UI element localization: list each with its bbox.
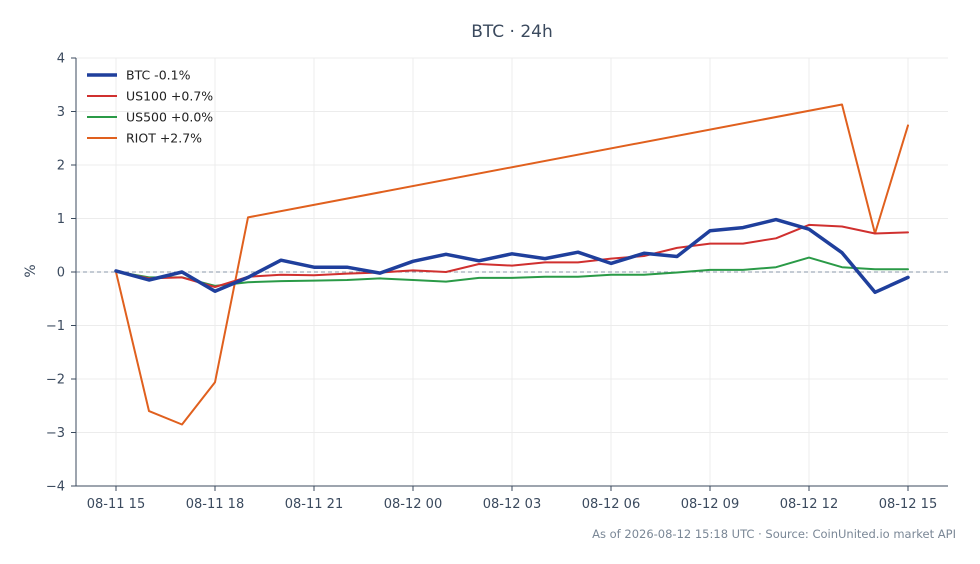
series-lines <box>114 103 910 426</box>
x-tick-label: 08-12 03 <box>483 497 541 512</box>
series-line-riot <box>115 103 909 426</box>
x-tick-label: 08-12 00 <box>384 497 442 512</box>
x-tick-label: 08-11 21 <box>285 497 343 512</box>
x-tick-label: 08-12 12 <box>780 497 838 512</box>
x-tick-label: 08-12 15 <box>879 497 937 512</box>
y-tick-label: 0 <box>57 266 65 281</box>
x-tick-labels: 08-11 15 08-11 18 08-11 21 08-12 00 08-12 03… <box>87 486 937 512</box>
y-tick-label: −4 <box>46 480 65 495</box>
source-footer: As of 2026-08-12 15:18 UTC · Source: Coi… <box>592 527 956 541</box>
y-tick-label: 2 <box>57 159 65 174</box>
y-tick-labels: −4 −3 −2 −1 0 1 2 3 4 <box>46 52 76 495</box>
y-tick-label: 4 <box>57 52 65 67</box>
legend-entry: RIOT +2.7% <box>126 131 202 146</box>
chart-title: BTC · 24h <box>471 22 553 42</box>
x-tick-label: 08-11 18 <box>186 497 244 512</box>
y-tick-label: −3 <box>46 426 65 441</box>
y-tick-label: −2 <box>46 373 65 388</box>
x-tick-label: 08-12 09 <box>681 497 739 512</box>
series-line-us500 <box>115 256 909 287</box>
legend-entry: US100 +0.7% <box>126 89 213 104</box>
y-tick-label: 3 <box>57 105 65 120</box>
y-tick-label: 1 <box>57 212 65 227</box>
y-axis-label: % <box>23 264 39 277</box>
y-tick-label: −1 <box>46 319 65 334</box>
legend-entry: US500 +0.0% <box>126 110 213 125</box>
legend-entry: BTC -0.1% <box>126 68 191 83</box>
x-tick-label: 08-12 06 <box>582 497 640 512</box>
x-tick-label: 08-11 15 <box>87 497 145 512</box>
series-line-btc <box>114 217 910 295</box>
legend: BTC -0.1% US100 +0.7% US500 +0.0% RIOT +2.7… <box>87 68 213 146</box>
